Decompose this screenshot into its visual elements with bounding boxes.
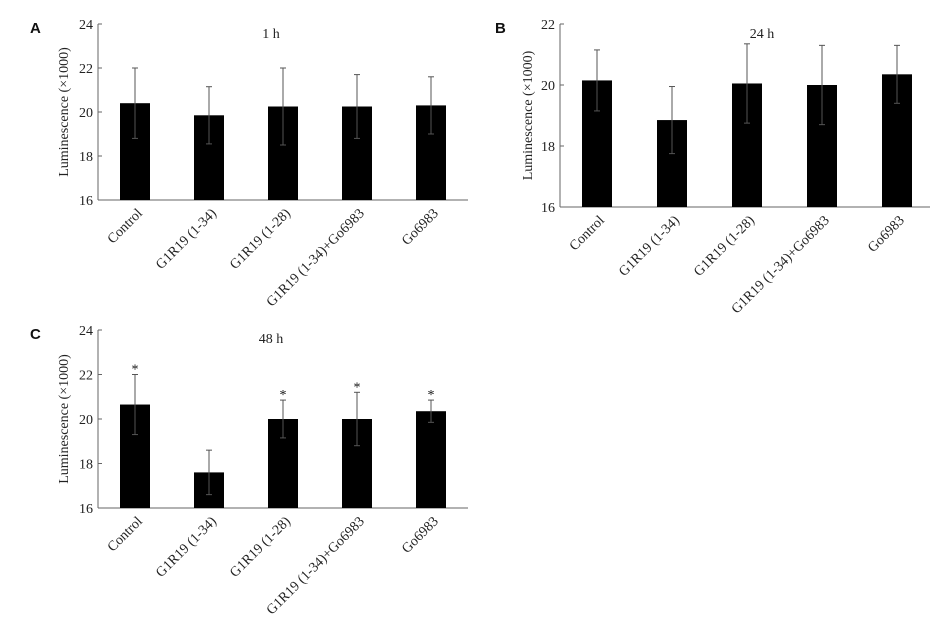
x-tick-label: Control [105,514,146,555]
y-tick-label: 18 [79,150,93,165]
y-axis-label: Luminescence (×1000) [57,354,72,484]
y-tick-label: 22 [79,369,93,384]
x-tick-label: Go6983 [865,213,908,256]
time-label: 48 h [259,332,284,347]
x-tick-label: Go6983 [399,514,442,557]
y-tick-label: 22 [541,18,555,33]
x-tick-label: Control [567,213,608,254]
time-label: 24 h [750,27,775,42]
y-tick-label: 18 [541,140,555,155]
y-tick-label: 22 [79,62,93,77]
y-axis-label: Luminescence (×1000) [521,50,536,180]
y-axis-label: Luminescence (×1000) [57,47,72,177]
x-tick-label: G1R19 (1-34) [153,206,220,273]
significance-star: * [132,363,139,378]
y-tick-label: 16 [79,194,93,209]
chart-panel-c: C 48 h Luminescence (×1000) 16 18 20 22 24 * Cont… [30,324,468,618]
y-tick-label: 24 [79,324,93,339]
y-tick-label: 20 [79,413,93,428]
significance-star: * [354,380,361,395]
x-tick-label: G1R19 (1-28) [227,206,294,273]
x-tick-label: G1R19 (1-28) [227,514,294,581]
x-tick-label: Control [105,206,146,247]
significance-star: * [428,388,435,403]
panel-letter: C [30,326,41,343]
panel-letter: A [30,20,41,37]
y-tick-label: 18 [79,458,93,473]
significance-star: * [280,388,287,403]
x-tick-label: G1R19 (1-28) [691,213,758,280]
x-tick-label: G1R19 (1-34) [153,514,220,581]
y-tick-label: 20 [541,79,555,94]
chart-panel-a: A 1 h Luminescence (×1000) 16 18 20 22 24 Contro… [30,18,468,310]
y-tick-label: 16 [541,201,555,216]
time-label: 1 h [262,27,280,42]
x-tick-label: G1R19 (1-34) [616,213,683,280]
y-tick-label: 20 [79,106,93,121]
x-tick-label: Go6983 [399,206,442,249]
chart-panel-b: B 24 h Luminescence (×1000) 16 18 20 22 Control… [495,18,930,317]
y-tick-label: 16 [79,502,93,517]
bar [416,411,446,508]
y-tick-label: 24 [79,18,93,33]
panel-letter: B [495,20,506,37]
